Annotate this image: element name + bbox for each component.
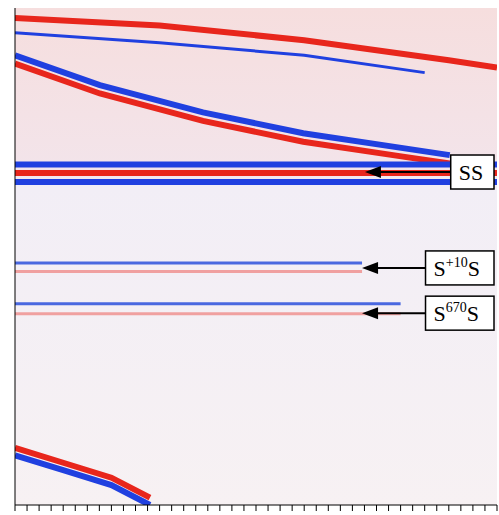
svg-text:S670S: S670S <box>434 300 480 326</box>
svg-text:S+10S: S+10S <box>434 255 480 281</box>
svg-text:SS: SS <box>459 160 483 185</box>
